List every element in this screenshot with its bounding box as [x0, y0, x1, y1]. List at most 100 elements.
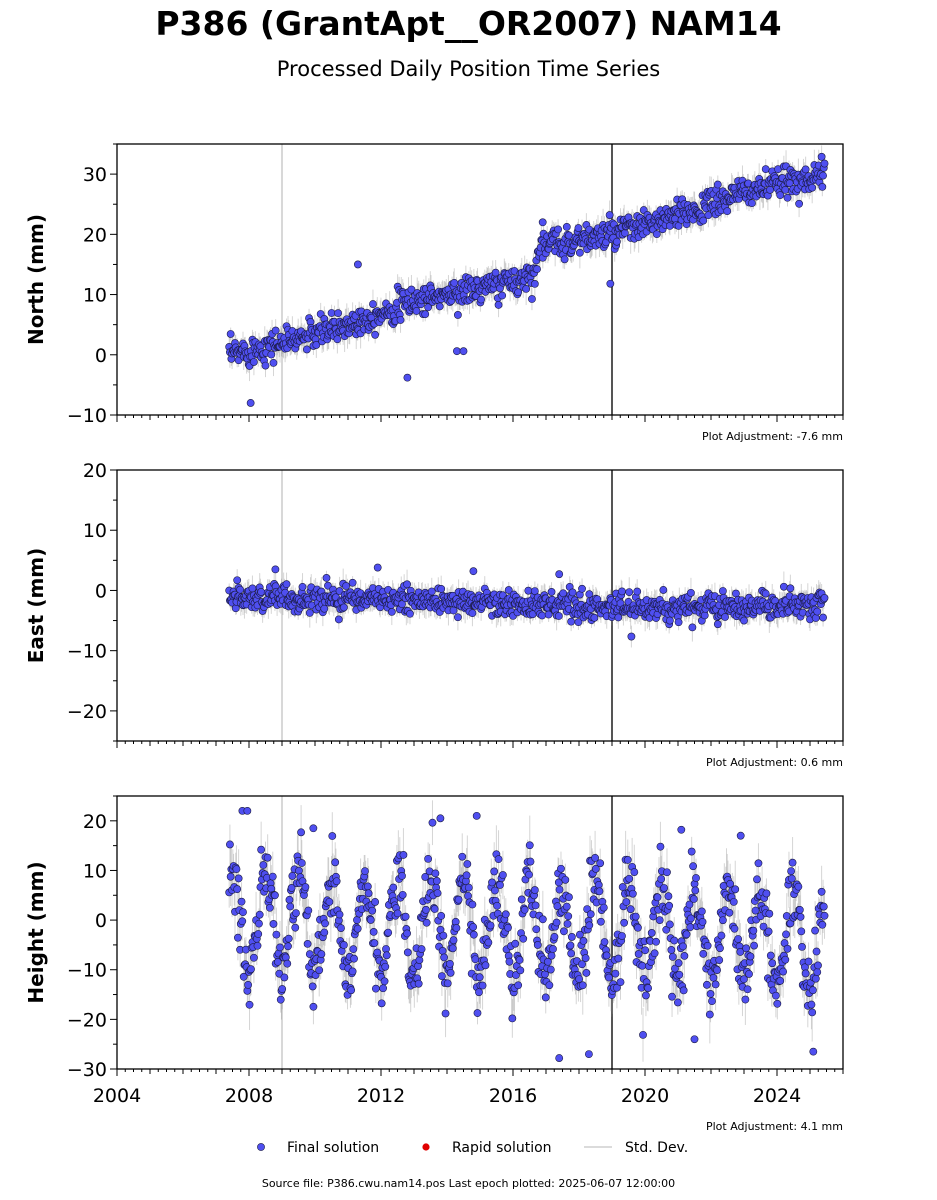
data-point	[563, 919, 572, 928]
data-point	[334, 615, 343, 624]
data-point	[586, 910, 595, 919]
data-point	[663, 868, 671, 877]
data-point	[525, 841, 534, 850]
data-point	[232, 865, 241, 874]
data-point	[524, 586, 533, 595]
data-point	[766, 185, 774, 194]
data-point	[462, 871, 471, 880]
data-point	[530, 587, 539, 595]
data-point	[498, 291, 507, 300]
data-point	[271, 891, 279, 900]
data-point-outlier	[538, 218, 547, 227]
data-point	[259, 861, 268, 869]
data-point	[320, 928, 329, 937]
data-point	[233, 576, 242, 585]
data-point	[458, 852, 467, 861]
data-point	[713, 620, 722, 629]
data-point	[819, 171, 827, 180]
data-point	[653, 893, 662, 902]
data-point	[468, 609, 477, 618]
data-point	[254, 930, 263, 938]
data-point	[599, 903, 608, 912]
data-point	[596, 859, 605, 868]
data-point	[622, 898, 631, 906]
data-point	[267, 350, 276, 359]
data-point	[688, 623, 697, 632]
data-point	[528, 295, 536, 303]
data-point	[257, 845, 266, 854]
data-point	[652, 937, 660, 946]
data-point	[531, 901, 540, 910]
data-point	[437, 911, 446, 920]
data-point	[234, 874, 243, 883]
data-point	[417, 945, 426, 953]
data-point	[674, 618, 683, 627]
data-point	[435, 302, 444, 311]
data-point	[317, 950, 326, 958]
data-point	[611, 969, 620, 978]
data-point	[511, 939, 520, 948]
data-point	[520, 905, 529, 914]
data-point	[496, 881, 504, 889]
data-point	[268, 872, 277, 881]
data-point	[642, 991, 650, 1000]
data-point-outlier	[469, 567, 478, 576]
data-point	[783, 193, 792, 202]
data-point	[665, 920, 674, 929]
data-point	[657, 875, 666, 883]
data-point	[590, 613, 599, 622]
data-point	[364, 889, 373, 898]
data-point	[464, 883, 473, 892]
data-point	[238, 917, 247, 926]
data-point	[650, 949, 659, 958]
data-point	[490, 867, 499, 876]
data-point	[276, 995, 285, 1004]
data-point	[564, 912, 573, 921]
data-point	[484, 938, 493, 947]
data-point	[687, 847, 696, 856]
data-point	[560, 255, 569, 264]
data-point	[361, 867, 369, 876]
data-point	[625, 874, 634, 883]
data-point	[559, 927, 568, 936]
data-point	[614, 954, 623, 963]
data-point	[567, 949, 576, 958]
data-point-outlier	[373, 563, 382, 572]
data-point	[322, 574, 331, 582]
data-point	[516, 966, 525, 975]
data-point	[638, 961, 647, 970]
data-point	[557, 864, 565, 873]
data-point	[432, 877, 441, 885]
data-point	[575, 930, 584, 939]
data-point	[627, 632, 636, 641]
panel-1: −20 −10 0 10 20 East (mm) Plot Adjustment: 0.6…	[24, 460, 844, 769]
chart-title: P386 (GrantApt__OR2007) NAM14	[155, 4, 782, 43]
data-point	[670, 936, 679, 945]
data-point	[335, 910, 344, 919]
data-point	[547, 588, 556, 596]
data-point	[441, 1009, 450, 1018]
data-point-outlier	[606, 279, 615, 288]
data-point	[574, 618, 583, 627]
data-point	[249, 358, 258, 366]
data-point	[686, 923, 695, 932]
data-point	[284, 934, 293, 943]
data-point	[389, 883, 398, 892]
data-point	[591, 853, 600, 862]
data-point	[618, 932, 626, 940]
data-point	[665, 616, 674, 625]
data-point	[255, 919, 263, 928]
data-point	[679, 986, 688, 995]
data-point	[282, 580, 291, 589]
data-point	[813, 607, 822, 616]
data-point	[278, 985, 287, 993]
data-point	[798, 608, 807, 617]
data-point	[659, 586, 668, 594]
data-point	[538, 611, 547, 620]
data-point	[398, 600, 406, 609]
data-point	[424, 303, 433, 312]
data-point	[427, 587, 436, 596]
data-point	[779, 582, 788, 591]
data-point	[308, 982, 317, 991]
data-point	[504, 586, 513, 594]
